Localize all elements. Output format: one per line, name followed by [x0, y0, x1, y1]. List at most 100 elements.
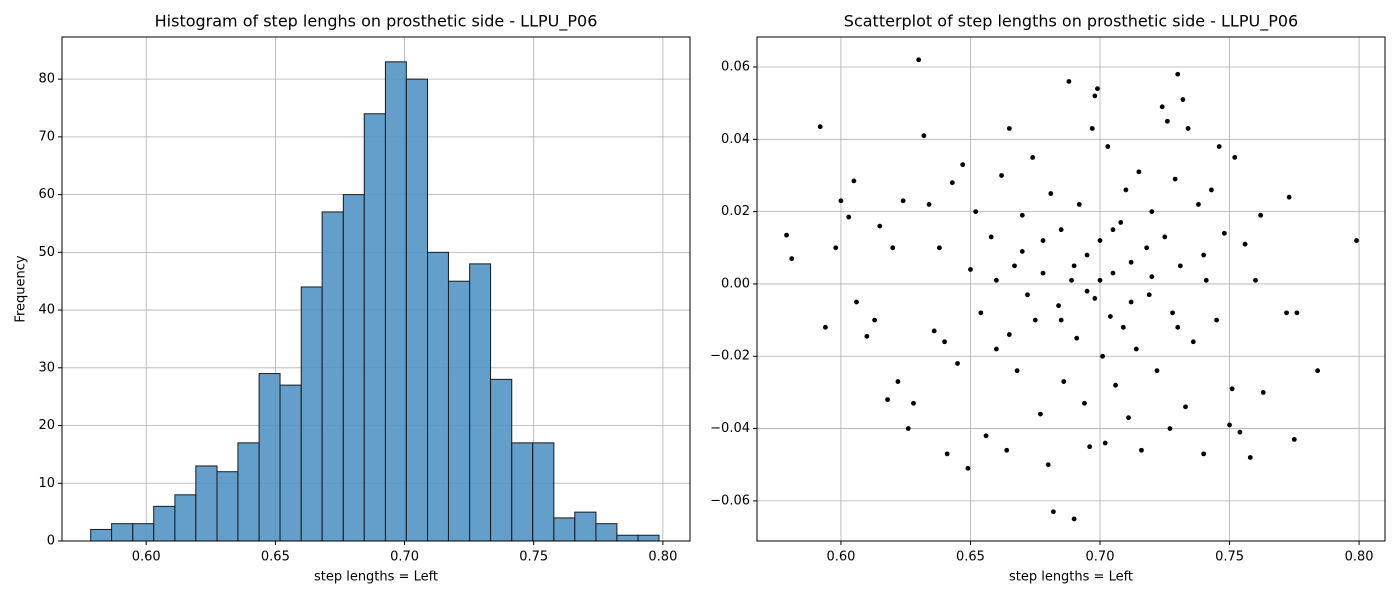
point — [1227, 422, 1232, 428]
x-tick-label: 0.80 — [648, 550, 677, 565]
bar — [132, 523, 155, 542]
y-tick-label: −0.02 — [710, 349, 750, 364]
bar — [342, 194, 365, 542]
point — [1040, 238, 1046, 243]
point — [1050, 509, 1056, 515]
point — [1258, 212, 1264, 218]
point — [1089, 126, 1095, 131]
point — [1123, 187, 1129, 193]
y-tick-label: 0.04 — [721, 132, 750, 147]
point — [1170, 310, 1175, 316]
point — [1110, 270, 1116, 276]
point — [900, 198, 906, 204]
point — [1074, 335, 1080, 341]
point — [1164, 118, 1170, 124]
point — [1071, 516, 1077, 522]
point — [1159, 104, 1165, 110]
x-tick-label: 0.70 — [390, 550, 419, 565]
bar — [384, 61, 407, 542]
point — [1038, 411, 1043, 417]
point — [1004, 447, 1010, 453]
point — [1139, 447, 1144, 453]
point — [1118, 220, 1124, 225]
point — [955, 361, 960, 366]
point — [1229, 386, 1235, 392]
bar — [300, 286, 323, 542]
y-tick-label: −0.04 — [710, 421, 750, 436]
point — [1066, 79, 1072, 84]
chart-title: Histogram of step lenghs on prosthetic s… — [155, 12, 598, 32]
bar — [321, 211, 344, 542]
point — [1056, 303, 1061, 309]
point — [1014, 368, 1020, 374]
bar — [447, 280, 471, 542]
point — [1284, 310, 1289, 316]
point — [1175, 324, 1181, 330]
point — [1025, 292, 1030, 298]
point — [921, 133, 927, 139]
bar — [111, 523, 134, 542]
point — [911, 400, 916, 406]
point — [1045, 462, 1051, 468]
point — [1149, 274, 1155, 280]
point — [1146, 292, 1152, 298]
bar — [469, 263, 492, 542]
x-tick-label: 0.80 — [1345, 550, 1374, 565]
point — [1214, 317, 1220, 323]
point — [983, 433, 989, 439]
point — [1221, 230, 1227, 236]
y-tick-label: 0 — [47, 534, 55, 549]
point — [1133, 346, 1139, 352]
point — [1110, 227, 1116, 233]
point — [1076, 201, 1082, 207]
x-axis-label: step lengths = Left — [314, 570, 438, 585]
point — [973, 209, 979, 215]
chart-title: Scatterplot of step lengths on prostheti… — [844, 12, 1298, 32]
x-tick-label: 0.60 — [132, 550, 161, 565]
bar — [595, 523, 618, 542]
point — [1082, 400, 1087, 406]
bar — [532, 442, 555, 542]
y-tick-label: 10 — [38, 476, 55, 491]
y-tick-label: 0.00 — [721, 276, 750, 291]
point — [905, 426, 911, 431]
point — [822, 324, 828, 330]
bar — [258, 373, 281, 542]
bar — [616, 534, 639, 542]
point — [1315, 368, 1321, 374]
point — [895, 379, 901, 384]
bar — [174, 494, 197, 542]
point — [1260, 390, 1266, 395]
y-tick-label: 0.06 — [721, 60, 750, 75]
point — [851, 178, 857, 184]
point — [1006, 332, 1012, 337]
point — [1247, 455, 1253, 460]
point — [1095, 86, 1100, 92]
point — [1107, 314, 1113, 319]
bar — [637, 534, 660, 542]
point — [1006, 126, 1012, 131]
point — [1286, 194, 1292, 200]
point — [942, 339, 947, 345]
bar — [574, 511, 597, 542]
bar — [427, 251, 449, 542]
point — [1058, 317, 1064, 323]
bar — [363, 113, 386, 542]
y-tick-label: 70 — [38, 129, 55, 144]
point — [1128, 259, 1134, 265]
point — [999, 173, 1004, 178]
plot-frame — [61, 36, 691, 542]
point — [838, 198, 844, 204]
point — [1120, 324, 1126, 330]
point — [1185, 126, 1191, 131]
plot-frame — [756, 36, 1386, 542]
y-tick-label: −0.06 — [710, 493, 750, 508]
point — [1102, 440, 1108, 446]
point — [1069, 277, 1074, 283]
point — [1071, 263, 1077, 269]
x-tick-label: 0.70 — [1086, 550, 1115, 565]
point — [890, 245, 896, 251]
point — [1354, 238, 1359, 243]
point — [1291, 437, 1297, 442]
point — [1084, 288, 1090, 294]
